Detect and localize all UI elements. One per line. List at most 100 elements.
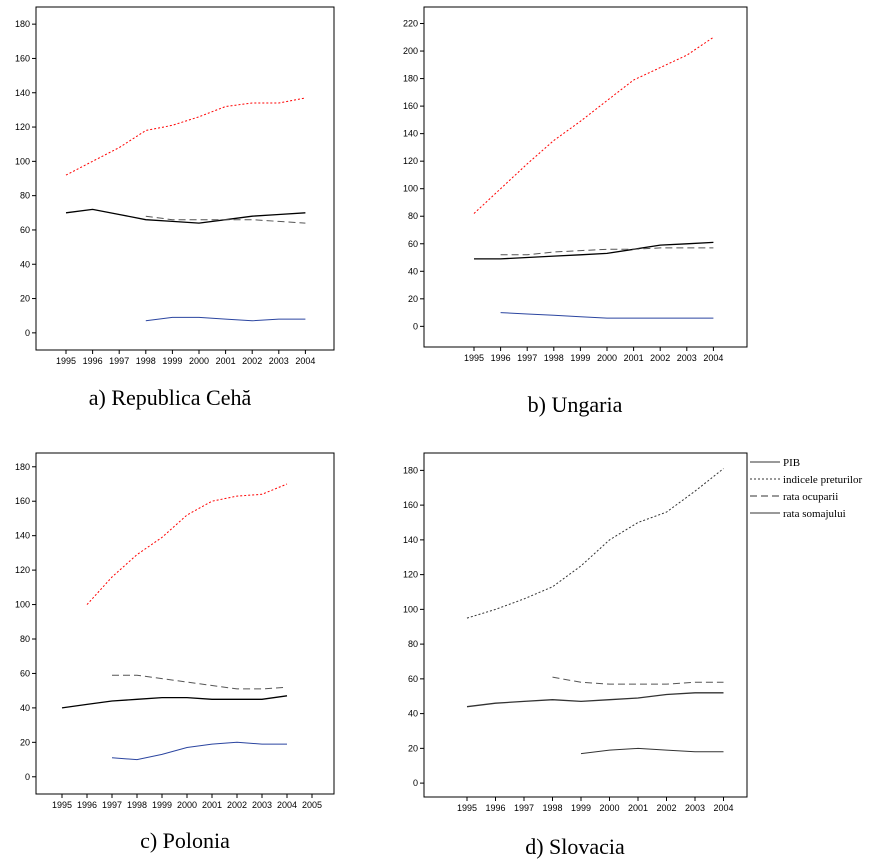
y-tick-label: 180	[403, 74, 418, 84]
y-tick-label: 180	[403, 465, 418, 475]
chart-panel-2: 0 20 40 60 80 100 120 140 160 180 200 220 1995 1996 19…	[403, 6, 748, 417]
y-tick-label: 120	[403, 156, 418, 166]
x-tick-label: 1996	[77, 800, 97, 810]
legend-label-somaj: rata somajului	[783, 508, 846, 520]
x-tick-label: 1995	[464, 353, 484, 363]
y-tick-label: 80	[20, 634, 30, 644]
x-tick-label: 2002	[650, 353, 670, 363]
series-line-ocupare	[112, 674, 288, 690]
x-tick-label: 1999	[162, 356, 182, 366]
y-tick-label: 0	[25, 328, 30, 338]
x-tick-label: 1995	[56, 356, 76, 366]
y-tick-label: 160	[403, 500, 418, 510]
chart-panel-1: 0 20 40 60 80 100 120 140 160 180 1995 1996 1997 1998…	[15, 6, 335, 410]
y-tick-label: 120	[403, 570, 418, 580]
y-tick-label: 40	[20, 703, 30, 713]
x-tick-label: 2004	[277, 800, 297, 810]
legend-label-ocupare: rata ocuparii	[783, 491, 838, 503]
y-tick-label: 120	[15, 565, 30, 575]
x-tick-label: 1998	[544, 353, 564, 363]
x-tick-label: 2000	[599, 803, 619, 813]
x-tick-label: 1999	[152, 800, 172, 810]
x-tick-label: 2001	[202, 800, 222, 810]
y-tick-label: 140	[403, 535, 418, 545]
series-line-somaj	[145, 316, 306, 322]
x-tick-label: 2003	[677, 353, 697, 363]
y-tick-label: 0	[413, 321, 418, 331]
series-line-preturi	[473, 36, 714, 214]
x-tick-label: 1998	[542, 803, 562, 813]
y-tick-label: 160	[15, 53, 30, 63]
y-tick-label: 220	[403, 19, 418, 29]
y-tick-label: 160	[15, 496, 30, 506]
x-tick-label: 2002	[227, 800, 247, 810]
chart-panel-4: 0 20 40 60 80 100 120 140 160 180 1995 1996 1997 1998…	[403, 452, 862, 859]
y-tick-label: 100	[15, 156, 30, 166]
y-tick-label: 80	[20, 191, 30, 201]
plot-frame	[35, 452, 335, 795]
chart-caption: c) Polonia	[140, 828, 230, 853]
x-tick-label: 2003	[252, 800, 272, 810]
x-tick-label: 2000	[597, 353, 617, 363]
y-tick-label: 80	[408, 211, 418, 221]
series-line-ocupare	[552, 676, 724, 685]
series-line-pib	[466, 692, 724, 708]
y-tick-label: 20	[408, 294, 418, 304]
x-tick-label: 1996	[485, 803, 505, 813]
y-tick-label: 140	[15, 88, 30, 98]
x-tick-label: 1998	[136, 356, 156, 366]
x-tick-label: 2003	[269, 356, 289, 366]
x-tick-label: 2004	[713, 803, 733, 813]
x-tick-label: 1998	[127, 800, 147, 810]
x-tick-label: 1997	[517, 353, 537, 363]
chart-panel-3: 0 20 40 60 80 100 120 140 160 180 1995 1996 1997 1998…	[15, 452, 335, 853]
y-tick-label: 100	[15, 600, 30, 610]
series-line-preturi	[65, 97, 306, 176]
x-tick-label: 2002	[242, 356, 262, 366]
legend-label-pib: PIB	[783, 457, 800, 469]
y-tick-label: 20	[408, 743, 418, 753]
y-tick-label: 100	[403, 184, 418, 194]
x-tick-label: 1997	[514, 803, 534, 813]
x-tick-label: 2004	[703, 353, 723, 363]
y-tick-label: 40	[20, 259, 30, 269]
chart-caption: a) Republica Cehă	[89, 385, 252, 410]
x-tick-label: 1996	[83, 356, 103, 366]
y-tick-label: 40	[408, 709, 418, 719]
series-line-preturi	[86, 483, 288, 605]
series-line-pib	[474, 241, 714, 260]
x-tick-label: 2002	[656, 803, 676, 813]
y-tick-label: 0	[25, 772, 30, 782]
series-line-ocupare	[145, 215, 306, 224]
y-tick-label: 200	[403, 46, 418, 56]
x-tick-label: 2000	[189, 356, 209, 366]
y-tick-label: 60	[20, 225, 30, 235]
x-tick-label: 2001	[216, 356, 236, 366]
x-tick-label: 2001	[624, 353, 644, 363]
x-tick-label: 2004	[295, 356, 315, 366]
x-tick-label: 1996	[491, 353, 511, 363]
y-tick-label: 60	[20, 668, 30, 678]
y-tick-label: 60	[408, 239, 418, 249]
series-line-somaj	[500, 312, 714, 319]
x-tick-label: 1999	[570, 353, 590, 363]
x-tick-label: 2001	[628, 803, 648, 813]
y-tick-label: 60	[408, 674, 418, 684]
y-tick-label: 160	[403, 101, 418, 111]
chart-caption: d) Slovacia	[525, 834, 625, 859]
y-tick-label: 80	[408, 639, 418, 649]
series-line-somaj	[111, 741, 287, 761]
plot-frame	[423, 452, 748, 798]
chart-caption: b) Ungaria	[528, 392, 623, 417]
series-line-pib	[65, 208, 306, 224]
y-tick-label: 140	[403, 129, 418, 139]
x-tick-label: 2003	[685, 803, 705, 813]
y-tick-label: 120	[15, 122, 30, 132]
y-tick-label: 20	[20, 294, 30, 304]
y-tick-label: 20	[20, 737, 30, 747]
plot-frame	[35, 6, 335, 351]
x-tick-label: 2005	[302, 800, 322, 810]
x-tick-label: 1997	[102, 800, 122, 810]
x-tick-label: 1997	[109, 356, 129, 366]
